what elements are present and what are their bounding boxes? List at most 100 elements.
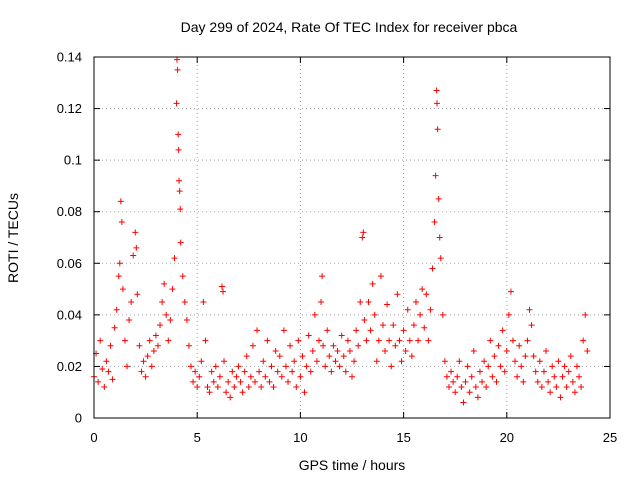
data-point — [251, 378, 258, 385]
data-point — [247, 373, 254, 380]
data-point — [526, 306, 533, 313]
data-point — [220, 288, 226, 295]
data-point — [532, 368, 539, 375]
data-point — [295, 337, 302, 344]
data-point — [423, 291, 430, 298]
data-point — [138, 368, 145, 375]
data-point — [167, 317, 174, 324]
data-point — [379, 322, 386, 329]
x-tick-label: 5 — [194, 430, 201, 445]
data-point — [154, 342, 161, 349]
data-point — [489, 373, 496, 380]
data-point — [177, 239, 184, 246]
data-point — [400, 327, 407, 334]
data-point — [351, 358, 358, 365]
y-tick-label: 0.04 — [57, 307, 82, 322]
data-point — [406, 337, 413, 344]
x-axis-label: GPS time / hours — [299, 457, 406, 473]
data-point — [198, 358, 205, 365]
data-point — [206, 389, 213, 396]
data-point — [342, 368, 349, 375]
data-point — [353, 327, 360, 334]
data-point — [520, 378, 527, 385]
data-point — [448, 368, 455, 375]
data-point — [563, 384, 570, 391]
data-point — [503, 347, 510, 354]
data-point — [119, 286, 126, 293]
data-point — [210, 378, 217, 385]
data-point — [518, 363, 525, 370]
data-point — [105, 368, 112, 375]
data-point — [481, 358, 488, 365]
data-point — [233, 373, 240, 380]
data-point — [124, 363, 131, 370]
data-point — [398, 358, 405, 365]
data-point — [291, 358, 298, 365]
data-point — [142, 373, 149, 380]
data-point — [227, 394, 234, 401]
data-point — [425, 337, 432, 344]
data-point — [377, 273, 384, 280]
data-point — [328, 368, 335, 375]
data-point — [536, 358, 543, 365]
axis-ticks — [93, 56, 611, 419]
data-point — [441, 358, 448, 365]
data-point — [462, 378, 469, 385]
data-point — [223, 389, 230, 396]
data-point — [249, 342, 256, 349]
data-point — [534, 378, 541, 385]
data-point — [237, 378, 244, 385]
data-point — [419, 286, 426, 293]
data-point — [561, 363, 568, 370]
y-tick-labels: 0 0.02 0.04 0.06 0.08 0.1 0.12 0.14 — [57, 50, 82, 426]
data-point — [192, 368, 199, 375]
data-point — [543, 347, 550, 354]
data-point — [150, 347, 157, 354]
data-point — [107, 342, 114, 349]
data-point — [427, 306, 434, 313]
data-point — [285, 378, 292, 385]
data-point — [301, 389, 308, 396]
data-point — [460, 399, 467, 406]
data-point — [382, 347, 389, 354]
data-point — [218, 283, 225, 290]
data-point — [276, 353, 283, 360]
data-point — [483, 384, 490, 391]
data-point — [190, 378, 197, 385]
x-tick-label: 25 — [603, 430, 617, 445]
data-point — [437, 255, 444, 262]
data-point — [565, 368, 572, 375]
data-point — [344, 337, 351, 344]
data-point — [176, 177, 183, 184]
data-point — [446, 384, 453, 391]
plot-frame — [93, 56, 611, 419]
grid-lines — [94, 57, 610, 418]
data-point — [559, 373, 566, 380]
data-point — [270, 384, 277, 391]
data-point — [505, 311, 512, 318]
data-point — [293, 384, 300, 391]
data-point — [408, 353, 415, 360]
data-point — [569, 378, 576, 385]
data-point — [99, 366, 106, 373]
data-point — [330, 342, 337, 349]
data-point — [495, 342, 502, 349]
data-point — [144, 353, 151, 360]
data-point — [421, 324, 428, 331]
data-point — [109, 376, 116, 383]
data-point — [522, 353, 529, 360]
data-point — [394, 291, 401, 298]
data-point — [272, 347, 279, 354]
data-point — [208, 368, 215, 375]
data-point — [516, 342, 523, 349]
data-point — [132, 229, 139, 236]
data-point — [360, 229, 367, 236]
data-point — [320, 342, 327, 349]
x-tick-labels: 0 5 10 15 20 25 — [90, 430, 617, 445]
data-point — [571, 389, 578, 396]
data-point — [474, 394, 481, 401]
data-point — [340, 353, 347, 360]
data-point — [161, 280, 168, 287]
data-point — [113, 306, 120, 313]
data-point — [396, 337, 403, 344]
